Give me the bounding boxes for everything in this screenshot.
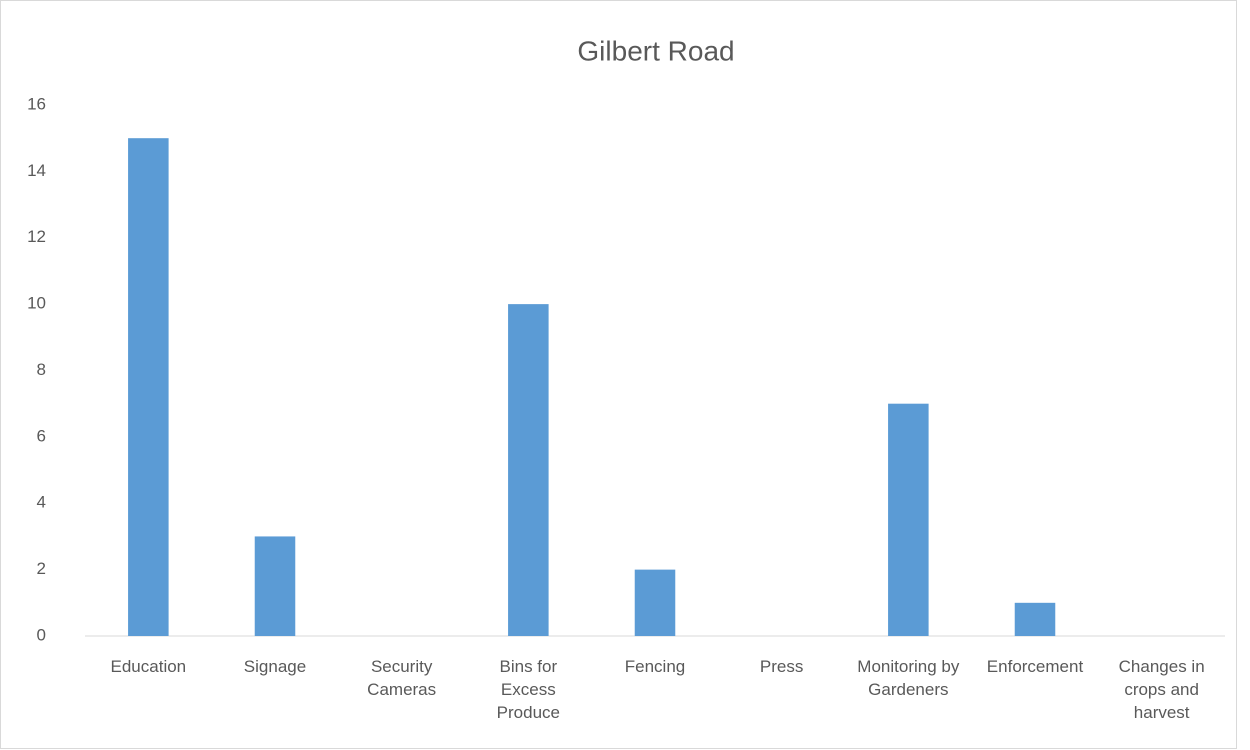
x-tick-label: Enforcement	[986, 657, 1084, 676]
bar	[128, 138, 169, 636]
bar	[888, 403, 929, 636]
x-tick-label: Fencing	[624, 657, 686, 676]
y-tick-label: 16	[27, 94, 46, 113]
y-tick-label: 10	[27, 294, 46, 313]
bar	[1014, 602, 1056, 636]
y-tick-label: 14	[27, 161, 46, 180]
x-tick-label: Security Cameras	[367, 657, 437, 699]
x-tick-label: Education	[110, 657, 187, 676]
bar	[254, 536, 296, 636]
y-tick-label: 0	[37, 625, 46, 644]
bar	[508, 304, 549, 636]
y-tick-label: 2	[37, 559, 46, 578]
x-tick-label: Signage	[243, 657, 307, 676]
x-tick-label: Changes in crops and harvest	[1118, 657, 1205, 722]
x-tick-label: Monitoring by Gardeners	[857, 657, 960, 699]
x-tick-label: Bins for Excess Produce	[496, 657, 560, 722]
y-tick-label: 4	[37, 493, 46, 512]
y-tick-label: 6	[37, 426, 46, 445]
x-tick-label: Press	[759, 657, 804, 676]
chart-title: Gilbert Road	[577, 35, 734, 66]
bar	[634, 569, 676, 636]
y-tick-label: 8	[37, 360, 46, 379]
y-tick-label: 12	[27, 227, 46, 246]
